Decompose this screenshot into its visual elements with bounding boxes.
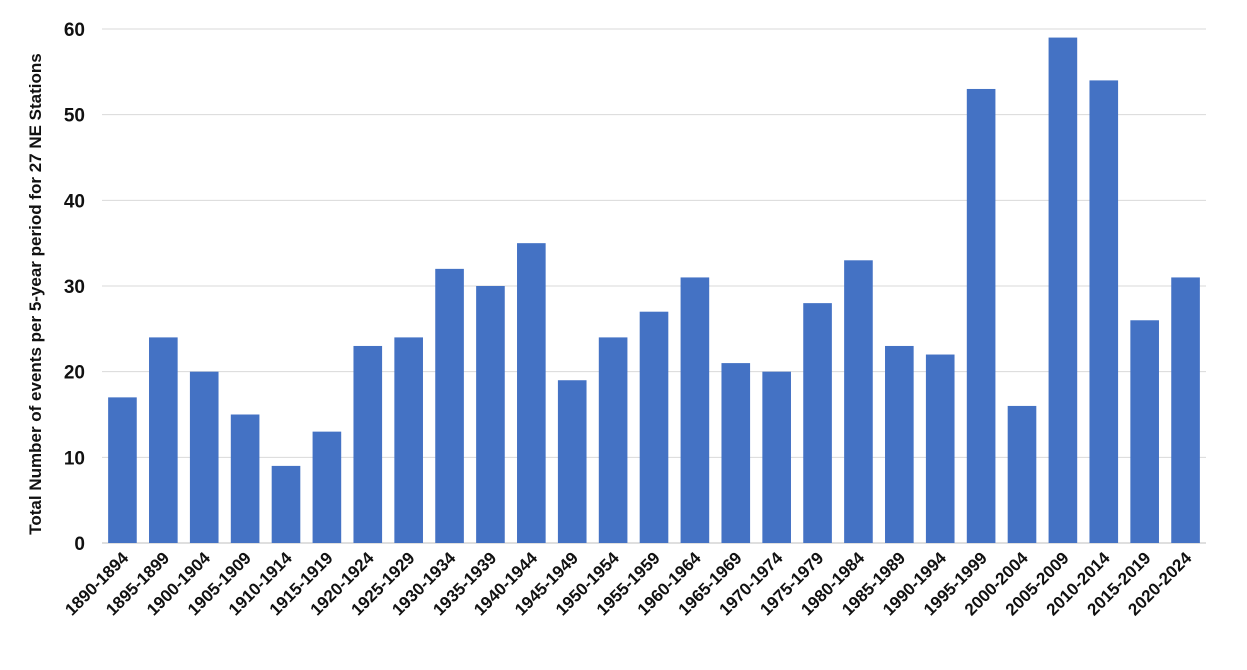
- bar: [1089, 80, 1119, 544]
- bar: [476, 286, 505, 543]
- y-tick-label: 10: [64, 448, 85, 469]
- bar: [925, 354, 955, 543]
- bar: [598, 337, 628, 543]
- bar: [271, 465, 301, 543]
- bar: [1007, 405, 1037, 543]
- y-axis-title: Total Number of events per 5-year period…: [26, 53, 45, 534]
- bar: [1130, 320, 1159, 543]
- bar: [1048, 37, 1078, 544]
- y-tick-label: 30: [64, 277, 85, 298]
- bar: [230, 414, 260, 543]
- bar: [394, 337, 423, 543]
- bar: [149, 337, 178, 543]
- y-tick-label: 50: [64, 106, 85, 127]
- y-axis-ticks: 0 10 20 30 40 50 60: [64, 20, 85, 555]
- bar: [639, 311, 669, 543]
- bar: [762, 371, 791, 543]
- x-axis-ticks: 1890-18941895-18991900-19041905-19091910…: [61, 548, 1195, 619]
- bar: [108, 397, 137, 543]
- bar: [844, 260, 873, 543]
- bar: [517, 243, 546, 543]
- y-tick-label: 60: [64, 20, 85, 41]
- bar: [312, 431, 342, 543]
- bar: [803, 303, 832, 543]
- bar: [189, 371, 219, 543]
- bar: [435, 268, 464, 543]
- y-tick-label: 20: [64, 363, 85, 384]
- bar: [885, 345, 914, 543]
- y-tick-label: 0: [74, 534, 85, 555]
- bar: [353, 345, 383, 543]
- bar: [557, 380, 587, 543]
- bar: [680, 277, 710, 543]
- bars: [108, 37, 1200, 544]
- bar: [721, 363, 751, 543]
- bar: [1171, 277, 1200, 543]
- y-tick-label: 40: [64, 191, 85, 212]
- bar: [966, 88, 996, 543]
